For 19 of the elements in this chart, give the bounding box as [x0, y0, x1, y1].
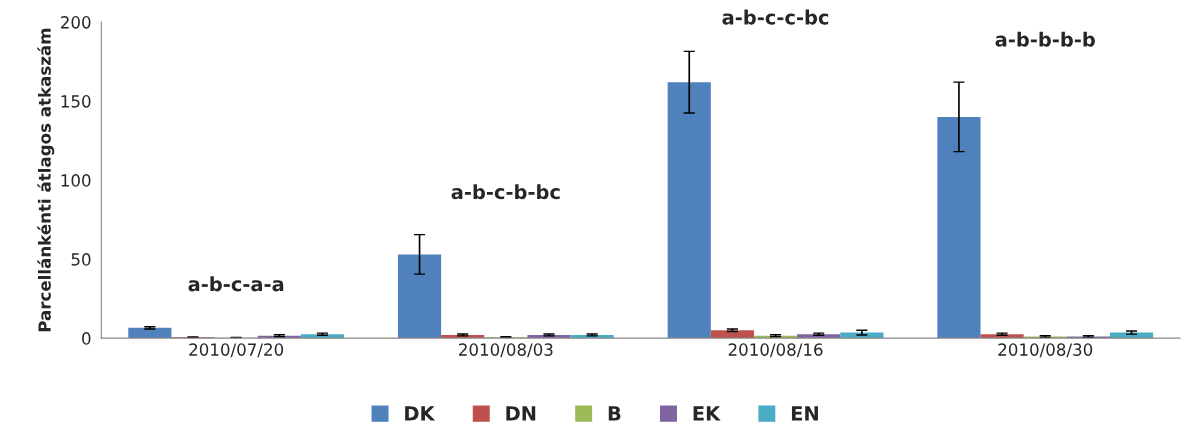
annotation: a-b-c-b-bc	[451, 184, 560, 200]
y-tick-label: 50	[71, 253, 91, 266]
y-tick-label: 100	[61, 174, 91, 187]
legend-label: EN	[791, 406, 818, 421]
x-tick-label: 2010/08/16	[728, 343, 823, 358]
legend-label: DK	[405, 406, 436, 421]
annotation: a-b-b-b-b	[995, 31, 1095, 47]
y-tick-label: 200	[61, 16, 91, 29]
x-tick-label: 2010/08/03	[459, 343, 553, 358]
x-tick-label: 2010/07/20	[189, 343, 284, 358]
annotation: a-b-c-c-bc	[722, 9, 829, 25]
y-axis-title: Parcellánkénti átlagos atkaszám	[37, 28, 55, 332]
legend-label: B	[608, 406, 621, 421]
annotation: a-b-c-a-a	[188, 276, 284, 292]
legend-label: EK	[693, 406, 721, 421]
legend-label: DN	[506, 406, 536, 421]
x-tick-label: 2010/08/30	[998, 343, 1093, 358]
y-tick-label: 0	[82, 332, 91, 345]
y-tick-label: 150	[61, 95, 91, 108]
